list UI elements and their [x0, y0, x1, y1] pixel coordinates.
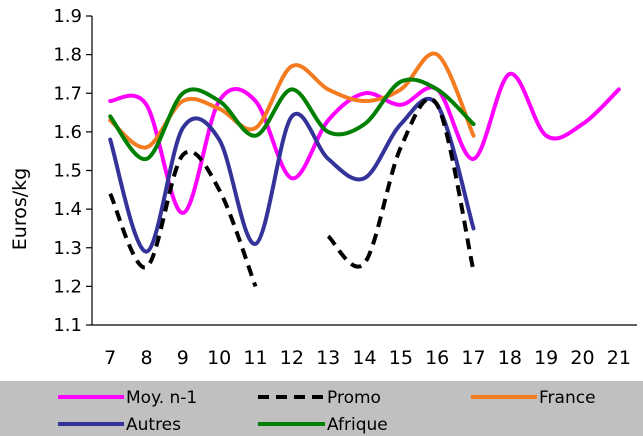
x-tick-label: 12 [280, 347, 304, 369]
y-tick-label: 1.9 [53, 6, 82, 27]
y-tick-label: 1.5 [53, 161, 82, 182]
x-tick-label: 14 [352, 347, 376, 369]
chart-legend: Moy. n-1 Promo France Autres Afrique [0, 381, 643, 436]
x-tick-label: 16 [425, 347, 449, 369]
legend-label-promo: Promo [327, 388, 381, 408]
x-tick-label: 9 [177, 347, 189, 369]
x-tick-label: 17 [461, 347, 485, 369]
x-tick-label: 18 [498, 347, 522, 369]
y-axis-label: Euros/kg [9, 168, 31, 250]
legend-label-france: France [539, 388, 596, 408]
series-line-autres [108, 96, 476, 254]
x-tick-label: 8 [140, 347, 152, 369]
chart-axes: 1.1 1.2 1.3 1.4 1.5 1.6 1.7 1.8 1.9 7 8 9 10 11 12 13 14… [53, 6, 637, 369]
legend-label-moy-n-1: Moy. n-1 [126, 388, 197, 408]
x-tick-label: 13 [316, 347, 340, 369]
x-tick-label: 20 [570, 347, 594, 369]
chart-series [108, 51, 621, 288]
y-tick-label: 1.2 [53, 276, 82, 297]
y-tick-label: 1.7 [53, 83, 82, 104]
y-tick-label: 1.8 [53, 45, 82, 66]
x-tick-label: 7 [104, 347, 116, 369]
y-tick-label: 1.4 [53, 199, 82, 220]
legend-label-autres: Autres [126, 415, 181, 435]
y-tick-label: 1.3 [53, 238, 82, 259]
legend-background [0, 381, 643, 436]
x-tick-label: 11 [243, 347, 267, 369]
y-tick-label: 1.6 [53, 122, 82, 143]
x-tick-label: 21 [607, 347, 631, 369]
x-tick-label: 10 [207, 347, 231, 369]
y-tick-label: 1.1 [53, 315, 82, 336]
series-line-afrique [108, 77, 476, 161]
series-line-moy-n-1 [108, 71, 621, 215]
series-line-france [108, 51, 476, 150]
x-tick-label: 15 [389, 347, 413, 369]
series-line-promo [108, 96, 476, 288]
x-tick-label: 19 [534, 347, 558, 369]
legend-label-afrique: Afrique [327, 415, 388, 435]
